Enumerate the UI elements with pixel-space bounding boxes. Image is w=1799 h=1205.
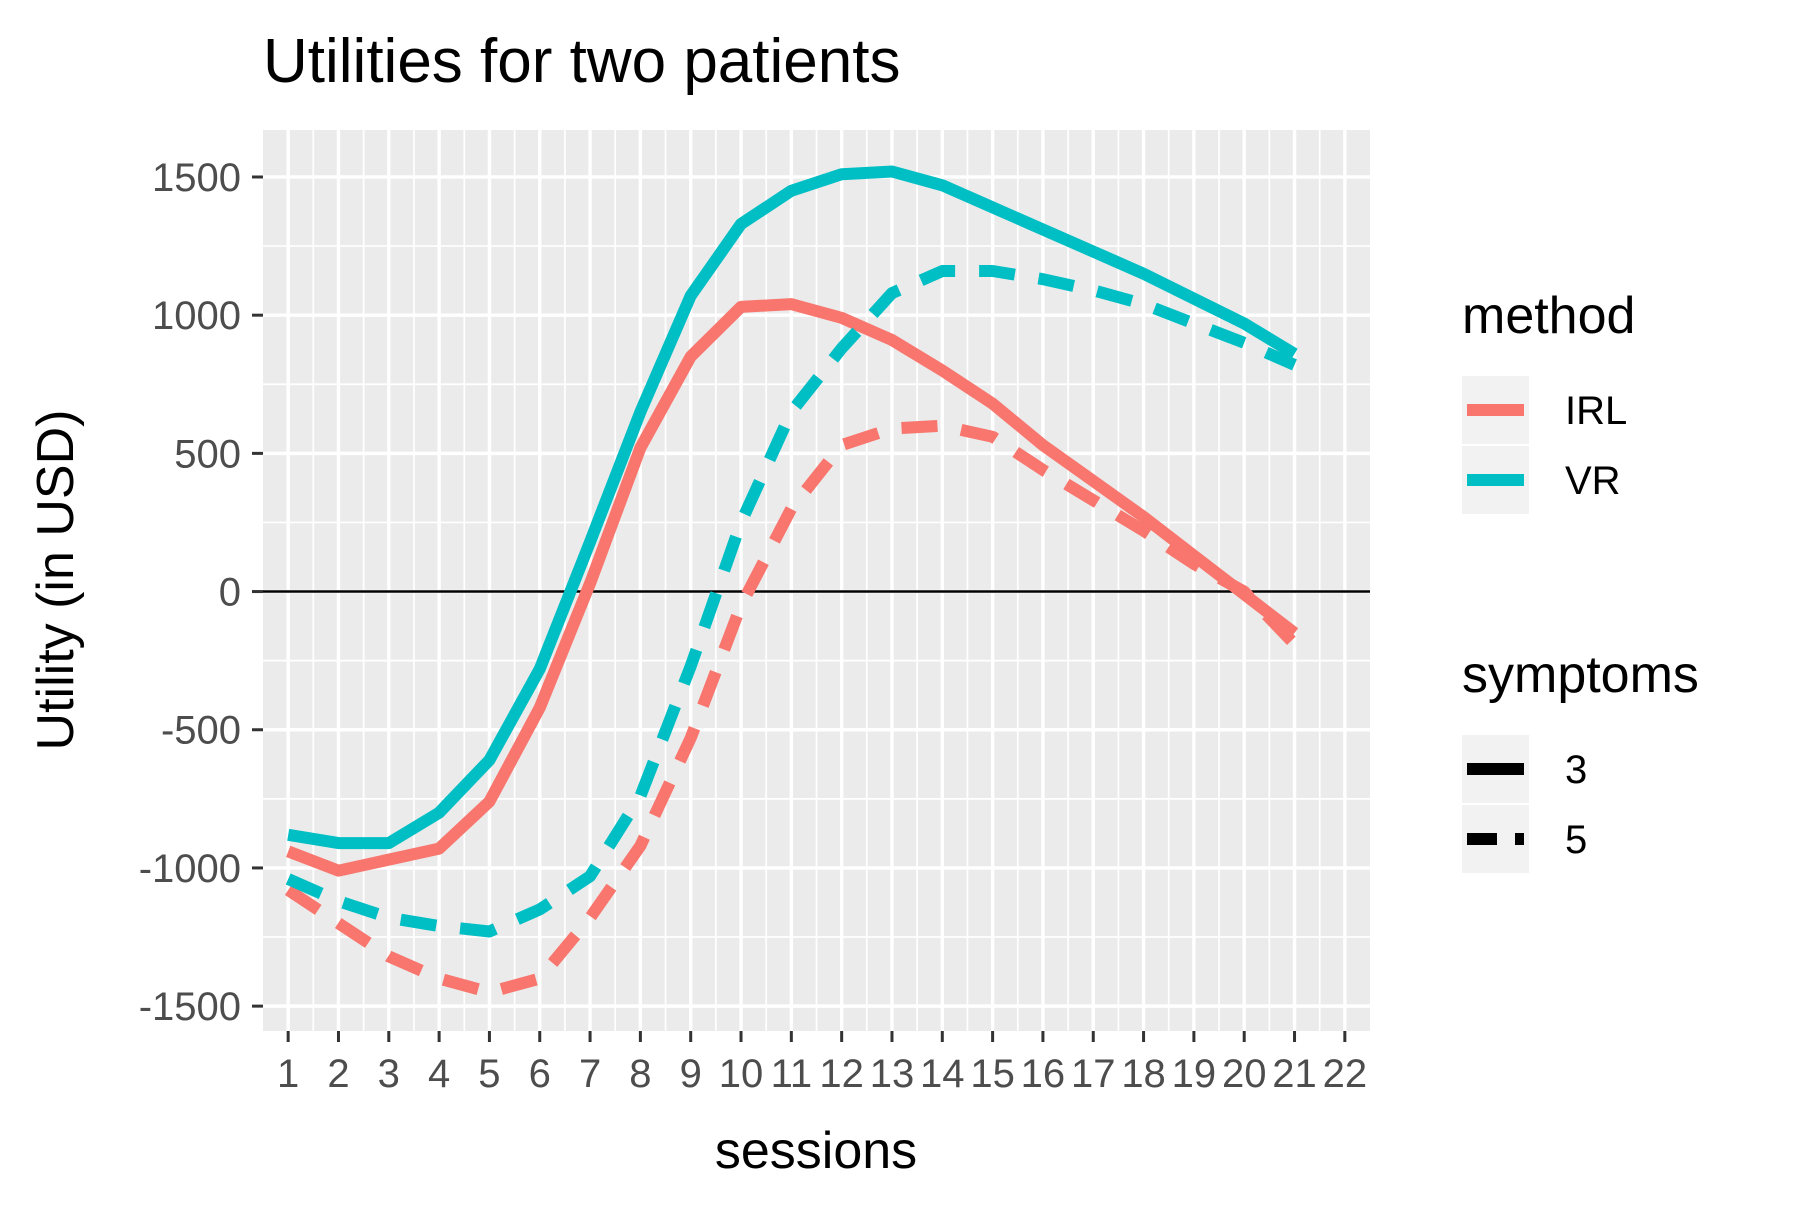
y-tick-label: 1500 — [152, 156, 241, 200]
y-tick-label: 500 — [174, 432, 241, 476]
x-tick-label: 19 — [1172, 1052, 1217, 1096]
x-tick-label: 17 — [1071, 1052, 1116, 1096]
legend-label-symptoms-3: 3 — [1565, 748, 1587, 792]
y-axis: -1500 -1000 -500 0 500 1000 1500 — [139, 156, 263, 1029]
x-tick-label: 5 — [478, 1052, 500, 1096]
series-line-vr-5 — [285, 265, 1297, 938]
y-tick-label: 1000 — [152, 294, 241, 338]
x-tick-label: 12 — [819, 1052, 864, 1096]
x-tick-label: 21 — [1272, 1052, 1317, 1096]
x-tick-label: 10 — [719, 1052, 764, 1096]
legend-label-irl: IRL — [1565, 389, 1627, 433]
series-line-irl-3 — [286, 298, 1299, 877]
x-tick-label: 18 — [1121, 1052, 1166, 1096]
x-tick-label: 22 — [1323, 1052, 1368, 1096]
legend-title-method: method — [1462, 287, 1635, 345]
grid-minor — [263, 130, 1370, 1031]
series-line-vr-3 — [287, 165, 1298, 850]
x-tick-label: 2 — [327, 1052, 349, 1096]
x-tick-label: 7 — [579, 1052, 601, 1096]
grid-major — [263, 130, 1370, 1031]
x-tick-label: 6 — [529, 1052, 551, 1096]
x-tick-label: 15 — [970, 1052, 1015, 1096]
legend-label-vr: VR — [1565, 459, 1621, 503]
legend: method IRL VR symptoms 3 5 — [1462, 287, 1699, 873]
x-tick-label: 14 — [920, 1052, 965, 1096]
x-tick-label: 8 — [629, 1052, 651, 1096]
legend-title-symptoms: symptoms — [1462, 646, 1699, 704]
series-layer — [284, 165, 1299, 999]
x-tick-label: 9 — [680, 1052, 702, 1096]
y-axis-title: Utility (in USD) — [27, 410, 85, 751]
x-tick-label: 3 — [378, 1052, 400, 1096]
y-tick-label: 0 — [219, 571, 241, 615]
x-tick-label: 11 — [771, 1052, 813, 1096]
x-tick-label: 16 — [1021, 1052, 1066, 1096]
legend-label-symptoms-5: 5 — [1565, 818, 1587, 862]
x-axis: 1 2 3 4 5 6 7 8 9 10 11 12 13 14 15 16 17 18 19 20 21 22 — [277, 1031, 1367, 1096]
x-tick-label: 13 — [870, 1052, 915, 1096]
x-axis-title: sessions — [715, 1122, 917, 1180]
y-tick-label: -500 — [161, 709, 241, 753]
series-line-irl-5 — [284, 419, 1299, 999]
y-tick-label: -1500 — [139, 985, 241, 1029]
x-tick-label: 4 — [428, 1052, 450, 1096]
chart-title: Utilities for two patients — [263, 27, 900, 96]
x-tick-label: 1 — [277, 1052, 299, 1096]
x-tick-label: 20 — [1222, 1052, 1267, 1096]
y-tick-label: -1000 — [139, 847, 241, 891]
